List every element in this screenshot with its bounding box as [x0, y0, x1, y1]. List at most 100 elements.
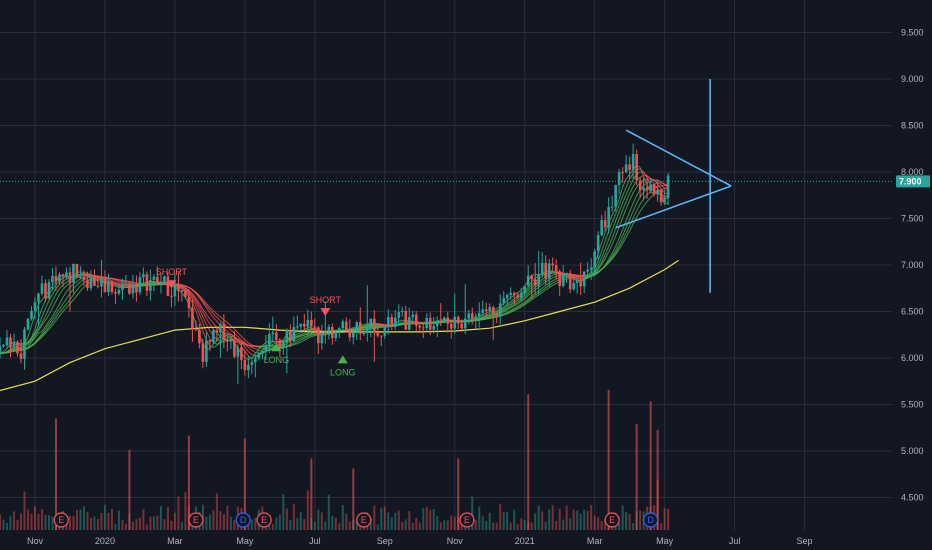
volume-bar	[19, 513, 22, 530]
candle-body	[652, 184, 656, 195]
volume-bar	[492, 522, 495, 530]
candle-body	[470, 313, 474, 319]
volume-bar	[527, 394, 530, 530]
volume-bar	[75, 509, 78, 530]
price-tick-label: 8.500	[901, 121, 924, 131]
candle-body	[600, 220, 603, 236]
volume-bar	[159, 506, 162, 530]
volume-bar	[544, 521, 547, 530]
candle-body	[582, 271, 586, 287]
candle-body	[547, 263, 551, 279]
volume-bar	[457, 458, 460, 530]
candle-body	[26, 318, 30, 330]
candle-body	[334, 331, 338, 339]
candle-body	[135, 285, 138, 293]
volume-bar	[387, 512, 390, 530]
price-axis-bg	[892, 0, 932, 550]
candlesticks	[0, 143, 670, 384]
volume-bar	[572, 509, 575, 530]
volume-bar	[271, 523, 274, 530]
candle-body	[645, 187, 649, 191]
candle-body	[491, 307, 495, 315]
volume-bar	[121, 519, 124, 530]
volume-bar	[597, 517, 600, 530]
candle-body	[593, 251, 596, 268]
volume-bar	[541, 511, 544, 530]
volume-bar	[481, 516, 484, 530]
volume-bar	[184, 492, 187, 530]
candle-body	[474, 316, 478, 319]
candle-body	[208, 340, 212, 343]
volume-bar	[2, 519, 5, 530]
candle-body	[100, 278, 103, 287]
volume-bar	[369, 518, 372, 530]
earnings-event-icon	[604, 512, 620, 528]
volume-bar	[317, 509, 320, 530]
short-signal-label: SHORT	[310, 295, 342, 305]
volume-bar	[628, 513, 631, 530]
volume-bar	[149, 516, 152, 530]
volume-bar	[523, 520, 526, 530]
candle-body	[215, 330, 219, 333]
volume-bar	[163, 519, 166, 530]
candle-body	[250, 362, 254, 365]
event-label: E	[261, 515, 267, 525]
volume-bar	[583, 509, 586, 530]
volume-bar	[180, 522, 183, 530]
candle-body	[372, 318, 376, 333]
candle-body	[449, 323, 453, 329]
candle-body	[502, 298, 506, 304]
candle-body	[30, 310, 33, 319]
candle-body	[579, 280, 582, 287]
candle-body	[540, 262, 544, 275]
candle-body	[47, 282, 51, 298]
candle-body	[523, 285, 527, 293]
candle-body	[268, 334, 271, 346]
volume-bar	[401, 522, 404, 530]
candle-body	[254, 358, 257, 363]
volume-bar	[380, 507, 383, 530]
candle-body	[89, 276, 93, 289]
price-axis[interactable]: 9.500 9.000 8.500 8.000 7.500 7.000 6.500 6.000…	[892, 0, 932, 550]
volume-bar	[432, 509, 435, 530]
candle-body	[12, 342, 16, 348]
earnings-event-icon	[459, 512, 475, 528]
earnings-event-icon	[356, 512, 372, 528]
volume-bar	[593, 515, 596, 530]
candle-body	[467, 313, 471, 319]
volume-bar	[285, 508, 288, 530]
volume-bar	[289, 520, 292, 530]
volume-bar	[250, 519, 253, 530]
candle-body	[117, 289, 121, 294]
volume-bar	[408, 511, 411, 530]
long-signal-arrow	[337, 355, 348, 364]
volume-bar	[93, 516, 96, 530]
candle-body	[638, 180, 642, 191]
candle-body	[299, 323, 303, 327]
volume-bar	[103, 504, 106, 530]
trend-drawings[interactable]	[615, 79, 732, 293]
volume-bar	[667, 508, 670, 530]
candle-body	[93, 276, 96, 286]
volume-bar	[520, 518, 523, 530]
candle-body	[121, 284, 124, 290]
candle-body	[614, 184, 617, 207]
candle-body	[19, 353, 23, 359]
candle-body	[352, 331, 355, 338]
candle-body	[586, 269, 589, 272]
candle-body	[275, 332, 278, 340]
short-signal-arrow	[166, 280, 177, 289]
time-axis[interactable]: Nov 2020 Mar May Jul Sep Nov 2021 Mar May Jul Sep	[27, 536, 813, 546]
volume-bar	[341, 505, 344, 530]
earnings-event-icon	[256, 512, 272, 528]
volume-bar	[268, 521, 271, 530]
candle-body	[187, 296, 191, 308]
volume-bar	[338, 523, 341, 530]
candle-body	[544, 262, 547, 279]
candle-body	[236, 347, 240, 357]
price-tick-label: 5.500	[901, 399, 924, 409]
volume-bar	[243, 438, 246, 530]
volume-bar	[310, 458, 313, 530]
